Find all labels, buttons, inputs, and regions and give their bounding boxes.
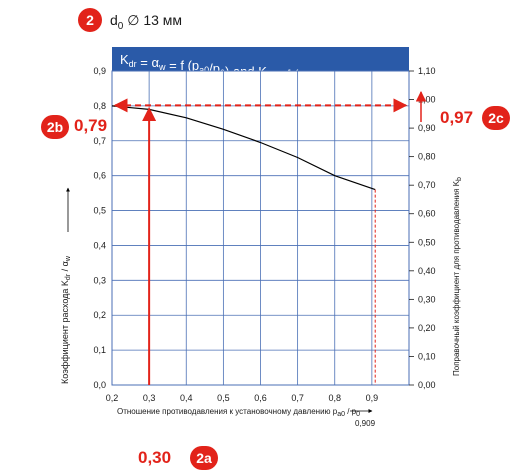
y-right-tick-label: 0,70 xyxy=(418,180,436,190)
x-tick-label: 0,5 xyxy=(217,393,230,403)
y-right-tick-label: 0,40 xyxy=(418,266,436,276)
x-tick-label: 0,8 xyxy=(328,393,341,403)
y-left-tick-label: 0,7 xyxy=(93,136,106,146)
y-left-tick-label: 0,9 xyxy=(93,66,106,76)
y-left-tick-label: 0,3 xyxy=(93,275,106,285)
x-tick-label: 0,7 xyxy=(291,393,304,403)
callout-badge-2c: 2c xyxy=(482,106,510,130)
y-right-tick-label: 1,00 xyxy=(418,95,436,105)
y-right-tick-label: 0,50 xyxy=(418,237,436,247)
callout-value-right: 0,97 xyxy=(440,108,474,127)
x-marker-label: 0,909 xyxy=(355,419,376,428)
step-badge: 2 xyxy=(78,8,102,32)
x-tick-label: 0,9 xyxy=(366,393,379,403)
y-right-tick-label: 0,20 xyxy=(418,323,436,333)
callout-badge-2a: 2a xyxy=(190,446,218,470)
x-axis-ticks: 0,2 0,3 0,4 0,5 0,6 0,7 0,8 0,9 xyxy=(106,393,378,403)
y-right-tick-label: 0,60 xyxy=(418,209,436,219)
chart-title-bar xyxy=(112,47,409,71)
y-left-tick-label: 0,6 xyxy=(93,171,106,181)
callout-value-left: 0,79 xyxy=(74,116,108,135)
y-right-tick-label: 0,00 xyxy=(418,380,436,390)
y-left-tick-label: 0,1 xyxy=(93,345,106,355)
y-right-tick-label: 0,30 xyxy=(418,294,436,304)
y-left-tick-label: 0,5 xyxy=(93,206,106,216)
chart-title: Kdr = αw = f (pa0/p0) and Kb = f (pa0/p0… xyxy=(120,52,336,88)
x-tick-label: 0,3 xyxy=(143,393,156,403)
y-right-tick-label: 0,10 xyxy=(418,351,436,361)
diameter-label: d0 ∅ 13 мм xyxy=(110,12,183,32)
x-tick-label: 0,6 xyxy=(254,393,267,403)
x-tick-label: 0,2 xyxy=(106,393,119,403)
y-right-tick-label: 1,10 xyxy=(418,66,436,76)
series-line xyxy=(111,105,376,191)
y-left-tick-label: 0,8 xyxy=(93,101,106,111)
y-right-tick-label: 0,80 xyxy=(418,152,436,162)
y-right-tick-label: 0,90 xyxy=(418,123,436,133)
x-axis-label: Отношение противодавления к установочном… xyxy=(117,407,360,418)
y-right-axis-label: Поправочный коэффициент для противодавле… xyxy=(452,177,463,376)
y-right-axis-ticks: 0,00 0,10 0,20 0,30 0,40 0,50 0,60 0,70 0,80 0,90… xyxy=(409,66,436,390)
callout-value-bottom: 0,30 xyxy=(138,448,172,467)
grid-lines xyxy=(111,70,410,386)
y-left-tick-label: 0,2 xyxy=(93,310,106,320)
y-left-tick-label: 0,4 xyxy=(93,240,106,250)
y-left-axis-ticks: 0,0 0,1 0,2 0,3 0,4 0,5 0,6 0,7 0,8 0,9 xyxy=(93,66,106,390)
callout-badge-2b: 2b xyxy=(41,115,69,139)
x-tick-label: 0,4 xyxy=(180,393,193,403)
y-left-tick-label: 0,0 xyxy=(93,380,106,390)
y-left-axis-label: Коэффициент расхода Kdr / αw xyxy=(60,255,72,384)
